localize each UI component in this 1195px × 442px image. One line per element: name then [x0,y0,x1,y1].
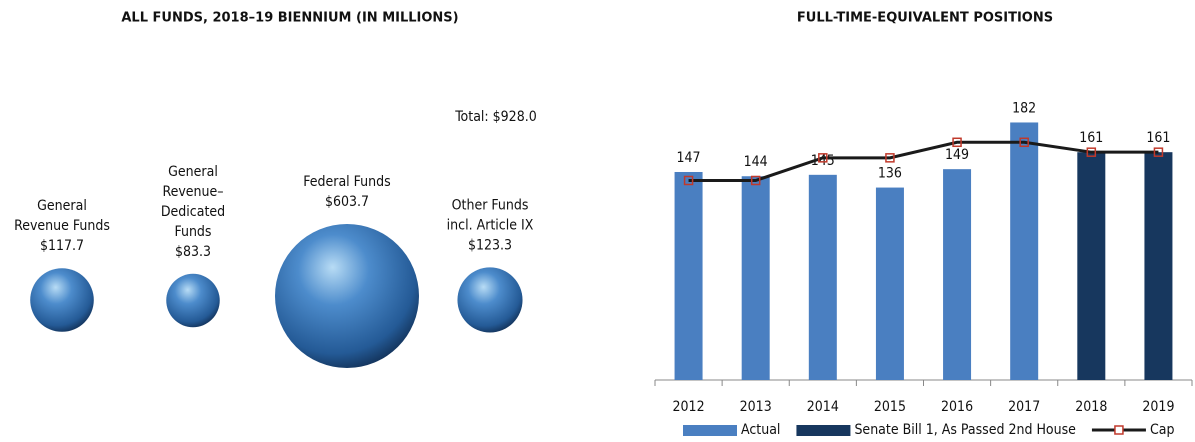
data-label: 147 [677,150,701,166]
bubble-label: Dedicated [161,204,225,220]
data-label: 161 [1079,130,1103,146]
bar [876,188,904,380]
chart-title: ALL FUNDS, 2018–19 BIENNIUM (IN MILLIONS… [121,11,458,26]
bubble-label: Federal Funds [303,174,390,190]
data-label: 144 [744,154,768,170]
bar [742,176,770,380]
x-tick-label: 2018 [1075,399,1107,415]
bubble [166,274,219,327]
data-label: 149 [945,147,969,163]
data-label: 161 [1146,130,1170,146]
bubble [275,224,419,368]
bar [1077,152,1105,380]
bar [1010,122,1038,380]
legend-label: Senate Bill 1, As Passed 2nd House [854,422,1076,438]
x-tick-label: 2016 [941,399,973,415]
chart-title: FULL-TIME-EQUIVALENT POSITIONS [797,11,1053,26]
bubble [457,267,522,332]
x-tick-label: 2019 [1142,399,1174,415]
x-tick-label: 2014 [807,399,839,415]
bubble-label: Revenue Funds [14,218,110,234]
bubble [30,268,94,332]
bubble-label: General [168,164,218,180]
value-label: $117.7 [40,238,84,254]
bubble-label: Revenue– [162,184,223,200]
bar [809,175,837,380]
value-label: $83.3 [175,244,211,260]
value-label: $603.7 [325,194,369,210]
legend-label: Cap [1150,422,1175,438]
x-tick-label: 2012 [673,399,705,415]
legend-swatch [1115,426,1123,434]
data-label: 182 [1012,100,1036,116]
total-annotation: Total: $928.0 [454,109,536,125]
legend-swatch [683,425,737,436]
x-tick-label: 2013 [740,399,772,415]
bar [675,172,703,380]
data-label: 136 [878,166,902,182]
value-label: $123.3 [468,237,512,253]
page: ALL FUNDS, 2018–19 BIENNIUM (IN MILLIONS… [0,0,1195,442]
x-tick-label: 2017 [1008,399,1040,415]
legend-label: Actual [741,422,780,438]
bar [943,169,971,380]
bubble-label: Other Funds [452,197,529,213]
bubble-label: incl. Article IX [447,217,534,233]
legend-swatch [796,425,850,436]
bubble-label: General [37,198,87,214]
x-tick-label: 2015 [874,399,906,415]
bar [1144,152,1172,380]
bubble-label: Funds [174,224,211,240]
